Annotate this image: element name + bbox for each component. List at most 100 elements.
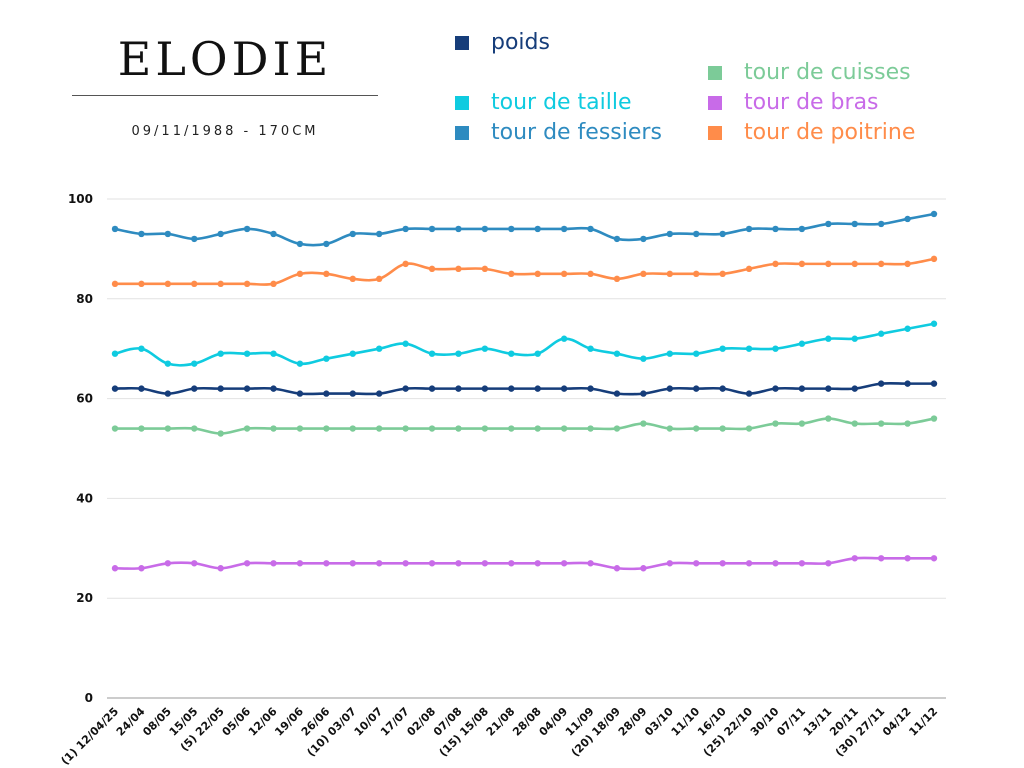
data-point xyxy=(428,350,436,357)
legend-swatch-icon xyxy=(455,35,469,50)
data-point xyxy=(904,420,911,427)
subtitle: 09/11/1988 - 170CM xyxy=(131,124,319,139)
x-tick-label: 28/09 xyxy=(616,705,650,739)
data-point xyxy=(560,225,568,233)
data-point xyxy=(587,385,594,392)
data-point xyxy=(164,360,172,367)
data-point xyxy=(693,350,700,357)
data-point xyxy=(323,240,330,248)
data-point xyxy=(587,270,594,278)
data-point xyxy=(719,345,726,352)
series-line xyxy=(114,381,934,396)
data-point xyxy=(587,560,594,567)
data-point xyxy=(745,390,753,397)
data-point xyxy=(243,560,251,567)
data-point xyxy=(693,385,700,392)
y-tick-label: 40 xyxy=(76,491,93,505)
data-point xyxy=(587,425,594,432)
x-tick-label: 03/10 xyxy=(642,705,676,739)
data-point xyxy=(534,225,541,233)
data-point xyxy=(428,225,436,233)
data-point xyxy=(877,260,885,268)
data-point xyxy=(508,425,515,432)
data-point xyxy=(481,265,489,273)
data-point xyxy=(877,220,885,228)
data-point xyxy=(508,385,515,392)
legend-swatch-icon xyxy=(708,95,722,110)
data-point xyxy=(904,325,911,332)
series-tour-de-bras xyxy=(111,555,938,572)
data-point xyxy=(349,425,356,432)
data-point xyxy=(270,280,277,288)
series-line xyxy=(114,257,935,286)
legend-item-taille: tour de taille xyxy=(455,90,632,115)
data-point xyxy=(191,560,198,567)
data-point xyxy=(587,345,594,352)
series-tour-de-poitrine xyxy=(111,255,938,288)
data-point xyxy=(455,350,462,357)
data-point xyxy=(217,385,224,392)
data-point xyxy=(164,425,172,432)
data-point xyxy=(640,355,647,362)
data-point xyxy=(296,560,304,567)
data-point xyxy=(164,280,172,288)
data-point xyxy=(613,390,621,397)
data-point xyxy=(349,350,356,357)
data-point xyxy=(508,225,515,233)
data-point xyxy=(323,270,330,278)
data-point xyxy=(772,345,779,352)
data-point xyxy=(825,335,832,342)
legend-label: tour de taille xyxy=(491,90,632,115)
data-point xyxy=(296,360,304,367)
legend-label: tour de bras xyxy=(744,90,879,115)
data-point xyxy=(666,230,674,238)
data-point xyxy=(270,425,277,432)
data-point xyxy=(851,385,858,392)
y-tick-label: 0 xyxy=(85,691,93,705)
data-point xyxy=(904,260,911,268)
data-point xyxy=(428,425,436,432)
data-point xyxy=(111,350,119,357)
data-point xyxy=(481,425,489,432)
series-group xyxy=(111,210,938,572)
data-point xyxy=(640,235,647,243)
series-tour-de-taille xyxy=(111,320,938,367)
data-point xyxy=(640,420,647,427)
grid xyxy=(107,198,946,699)
data-point xyxy=(111,425,119,432)
data-point xyxy=(851,555,858,562)
x-tick-label: 28/08 xyxy=(510,705,544,739)
data-point xyxy=(428,265,436,273)
data-point xyxy=(111,385,119,392)
data-point xyxy=(138,425,145,432)
data-point xyxy=(296,425,304,432)
data-point xyxy=(587,225,594,233)
legend-swatch-icon xyxy=(455,95,469,110)
x-tick-label: 05/06 xyxy=(220,705,254,739)
series-tour-de-cuisses xyxy=(111,415,938,437)
data-point xyxy=(772,560,779,567)
data-point xyxy=(191,425,198,432)
data-point xyxy=(508,560,515,567)
legend-label: poids xyxy=(491,30,550,55)
data-point xyxy=(904,380,911,387)
data-point xyxy=(349,390,356,397)
data-point xyxy=(455,225,462,233)
data-point xyxy=(719,230,726,238)
x-tick-label: 04/09 xyxy=(537,705,571,739)
x-tick-label: 13/11 xyxy=(801,705,835,739)
data-point xyxy=(825,260,832,268)
x-tick-label: 10/07 xyxy=(352,705,386,739)
series-line xyxy=(114,212,935,247)
x-tick-label: 02/08 xyxy=(404,705,438,739)
data-point xyxy=(798,340,806,347)
data-point xyxy=(877,380,885,387)
data-point xyxy=(323,560,330,567)
data-point xyxy=(825,220,832,228)
data-point xyxy=(138,565,145,572)
data-point xyxy=(270,560,277,567)
data-point xyxy=(560,425,568,432)
data-point xyxy=(164,230,172,238)
data-point xyxy=(349,560,356,567)
x-tick-label: 21/08 xyxy=(484,705,518,739)
